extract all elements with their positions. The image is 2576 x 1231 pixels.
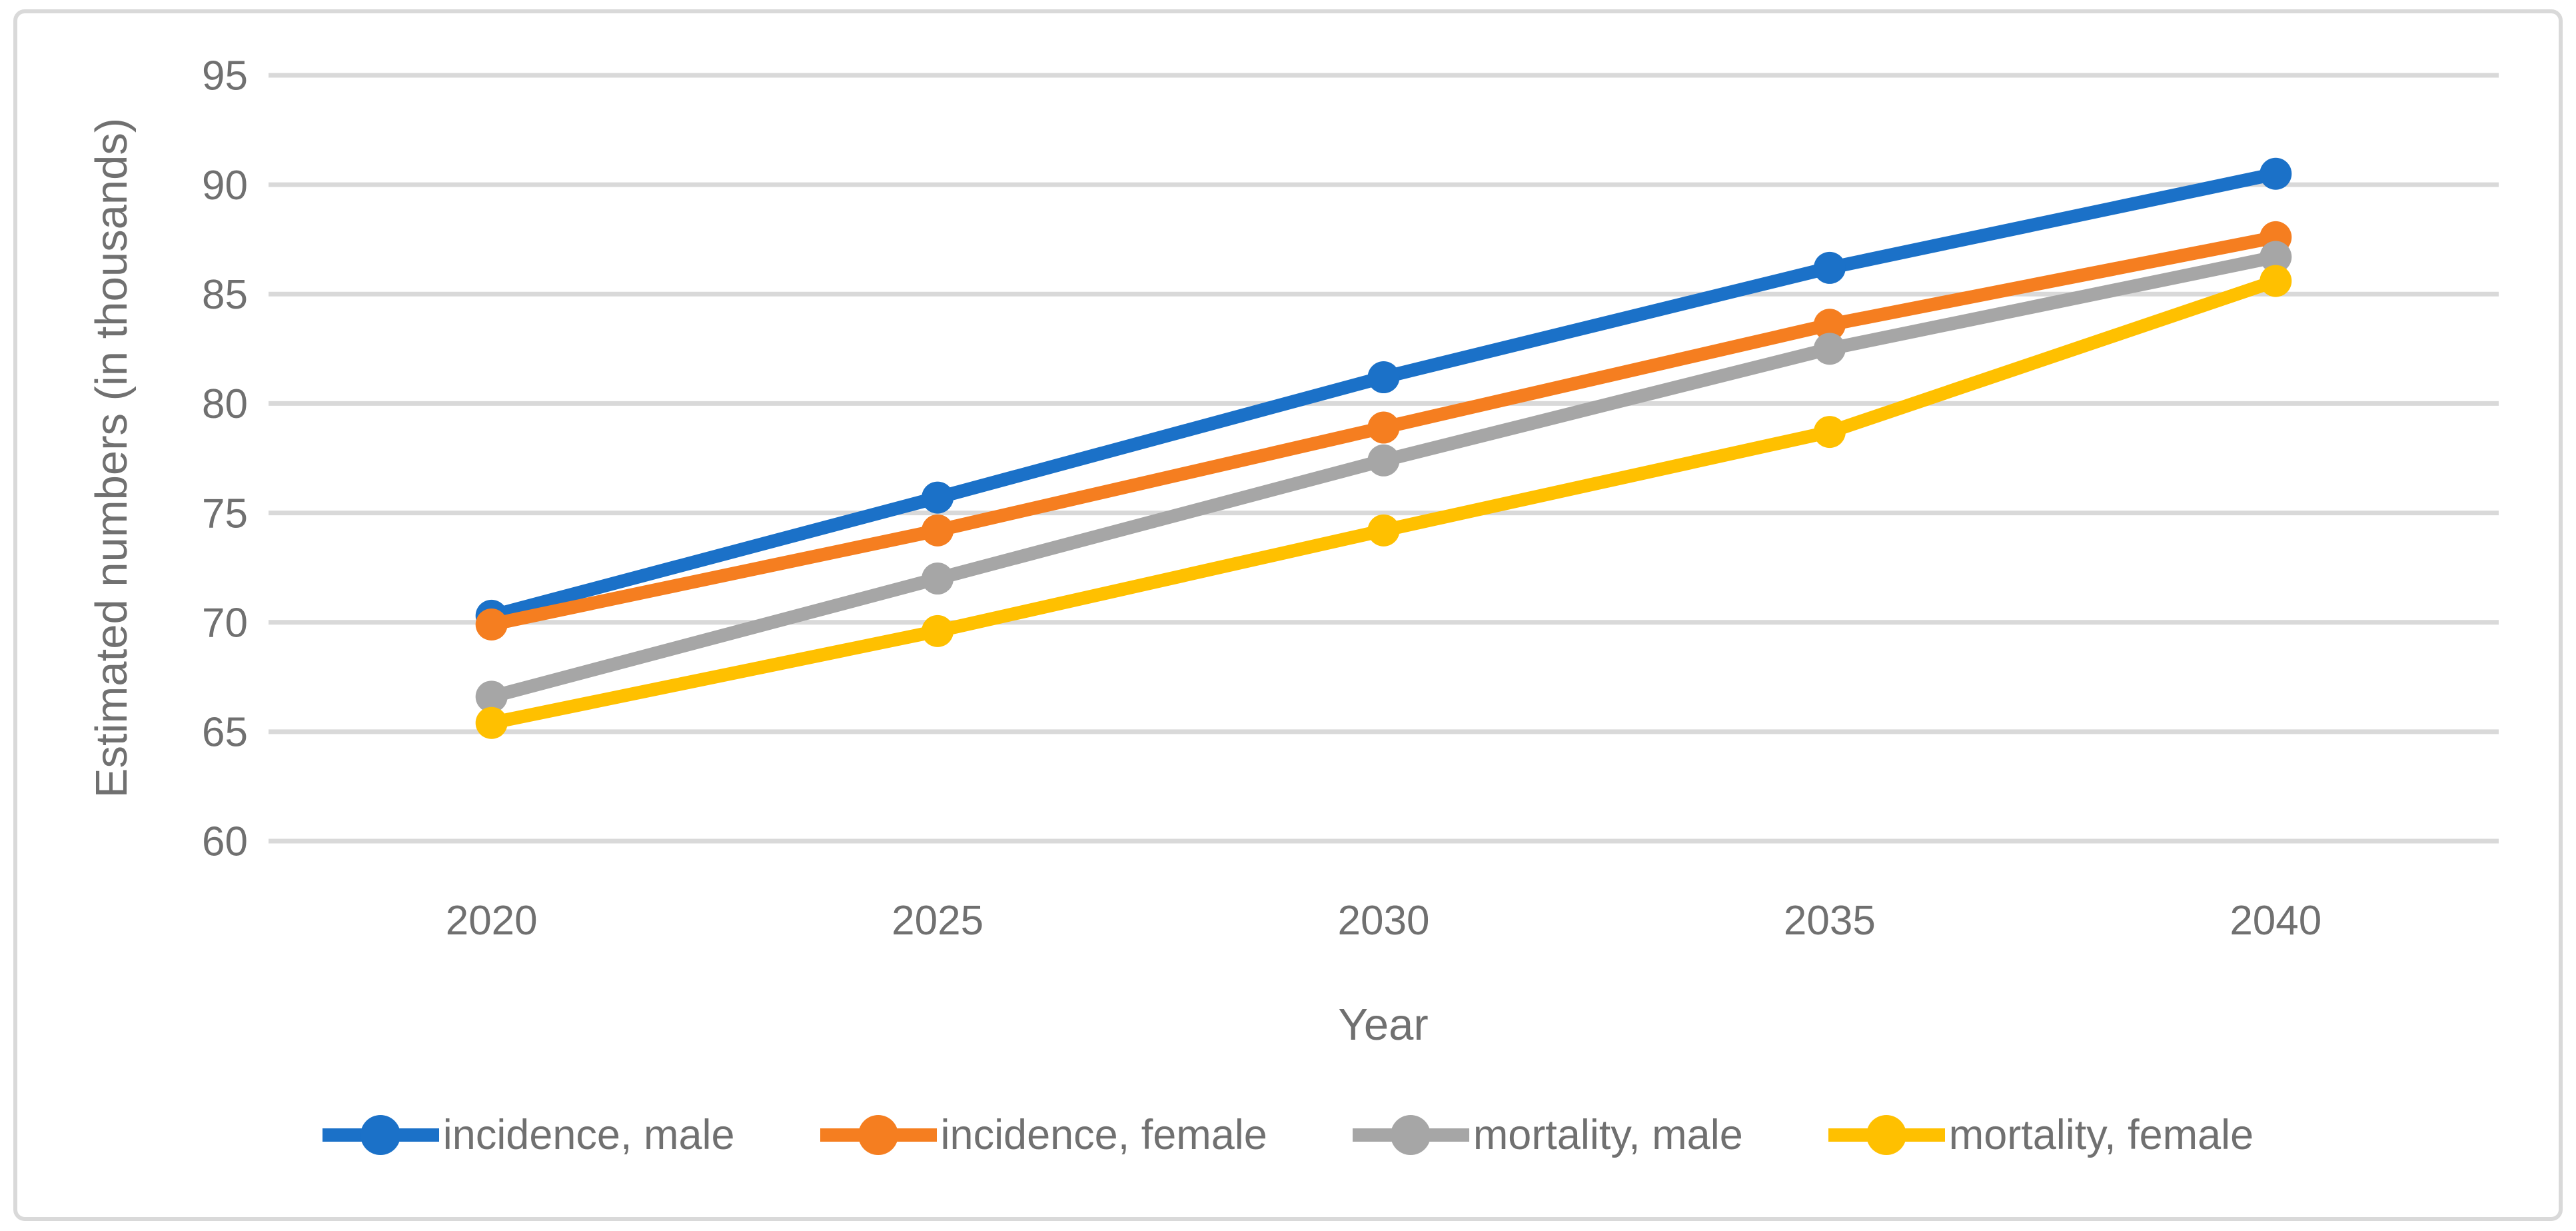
legend-marker-mortality-female-icon bbox=[1828, 1115, 1945, 1155]
y-tick-label-90: 90 bbox=[202, 163, 248, 209]
x-tick-label-2030: 2030 bbox=[1338, 898, 1430, 944]
figure-border bbox=[13, 9, 2563, 1221]
data-point-incidence-female-2025 bbox=[922, 514, 954, 547]
legend-label-incidence-male: incidence, male bbox=[442, 1111, 735, 1158]
data-point-mortality-female-2020 bbox=[475, 706, 508, 739]
legend-item-mortality-male: mortality, male bbox=[1352, 1111, 1743, 1158]
legend-item-incidence-female: incidence, female bbox=[820, 1113, 1267, 1157]
legend-marker-incidence-male-icon bbox=[322, 1115, 439, 1155]
data-point-incidence-female-2035 bbox=[1813, 309, 1846, 341]
data-point-incidence-female-2020 bbox=[475, 608, 508, 640]
data-point-mortality-male-2035 bbox=[1813, 333, 1846, 365]
legend-marker-mortality-male-icon bbox=[1352, 1115, 1469, 1155]
series-mortality-male bbox=[475, 241, 2292, 713]
series-group bbox=[475, 157, 2292, 739]
x-tick-label-2035: 2035 bbox=[1784, 898, 1876, 944]
y-tick-label-70: 70 bbox=[202, 600, 248, 646]
x-axis-tick-labels: 2020 2025 2030 2035 2040 bbox=[446, 898, 2322, 944]
series-line-mortality-male bbox=[484, 250, 2283, 704]
data-point-incidence-male-2030 bbox=[1367, 361, 1400, 394]
series-line-mortality-female bbox=[484, 274, 2283, 730]
gridlines bbox=[269, 73, 2499, 844]
legend: incidence, male incidence, female mortalit… bbox=[0, 1092, 2576, 1178]
data-point-mortality-female-2030 bbox=[1367, 514, 1400, 547]
data-point-mortality-female-2035 bbox=[1813, 416, 1846, 449]
x-tick-label-2040: 2040 bbox=[2230, 898, 2321, 944]
data-point-mortality-male-2030 bbox=[1367, 444, 1400, 477]
y-tick-label-95: 95 bbox=[202, 53, 248, 99]
y-tick-label-85: 85 bbox=[202, 272, 248, 318]
y-tick-label-60: 60 bbox=[202, 819, 248, 865]
series-mortality-female bbox=[475, 265, 2292, 739]
legend-marker-incidence-female-icon bbox=[820, 1115, 937, 1155]
data-point-mortality-female-2025 bbox=[922, 615, 954, 647]
x-axis-title: Year bbox=[1338, 1000, 1428, 1050]
data-point-incidence-male-2040 bbox=[2259, 157, 2292, 190]
legend-label-incidence-female: incidence, female bbox=[940, 1111, 1267, 1158]
data-point-mortality-male-2020 bbox=[475, 680, 508, 713]
data-point-mortality-male-2025 bbox=[922, 563, 954, 595]
data-point-incidence-female-2030 bbox=[1367, 411, 1400, 444]
series-incidence-male bbox=[475, 157, 2292, 632]
legend-item-incidence-male: incidence, male bbox=[322, 1113, 735, 1157]
data-point-incidence-male-2035 bbox=[1813, 251, 1846, 284]
y-axis-title: Estimated numbers (in thousands) bbox=[87, 118, 137, 798]
series-line-incidence-male bbox=[484, 167, 2283, 622]
series-incidence-female bbox=[475, 221, 2292, 640]
x-tick-label-2020: 2020 bbox=[446, 898, 538, 944]
legend-label-mortality-female: mortality, female bbox=[1948, 1111, 2254, 1158]
y-axis-tick-labels: 60 65 70 75 80 85 90 95 bbox=[202, 53, 248, 865]
y-tick-label-65: 65 bbox=[202, 710, 248, 756]
x-tick-label-2025: 2025 bbox=[892, 898, 983, 944]
data-point-mortality-male-2040 bbox=[2259, 241, 2292, 273]
legend-label-mortality-male: mortality, male bbox=[1473, 1111, 1743, 1158]
y-tick-label-75: 75 bbox=[202, 491, 248, 537]
legend-item-mortality-female: mortality, female bbox=[1828, 1113, 2254, 1157]
data-point-incidence-male-2025 bbox=[922, 481, 954, 514]
y-tick-label-80: 80 bbox=[202, 381, 248, 427]
data-point-mortality-female-2040 bbox=[2259, 265, 2292, 297]
